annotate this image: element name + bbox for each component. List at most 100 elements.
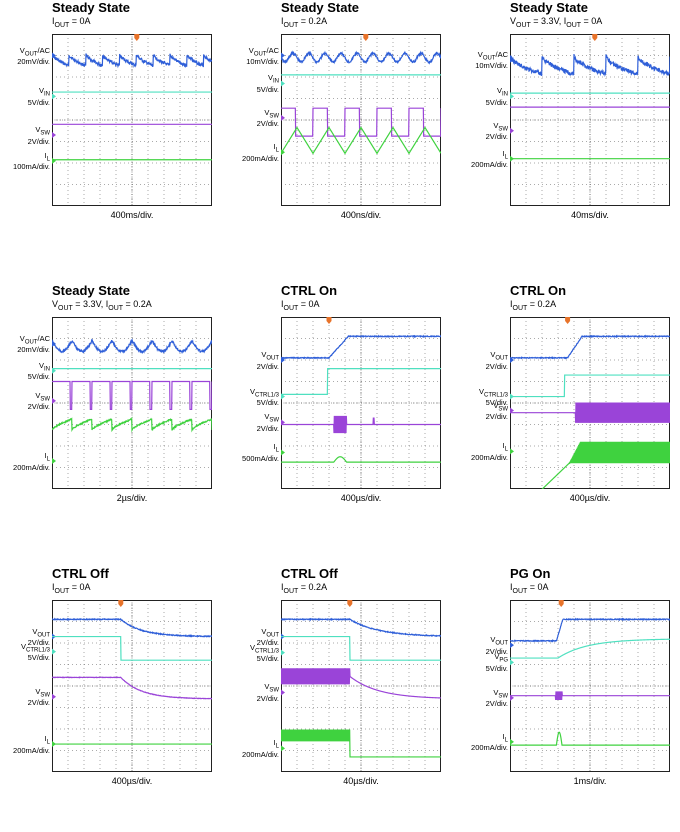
trace-vout (52, 53, 212, 69)
channel-marker (52, 340, 56, 347)
channel-marker (281, 745, 285, 752)
trigger-marker (134, 34, 140, 41)
grid (281, 317, 441, 489)
panel-title: CTRL On (510, 283, 567, 298)
scope-panel: Steady State VOUT = 3.3V, IOUT = 0A VOUT/A… (458, 0, 680, 266)
channel-name: VOUT/AC (477, 49, 508, 62)
channel-scale: 5V/div. (27, 372, 50, 382)
channel-name: VSW (35, 390, 50, 403)
channel-marker (52, 458, 56, 465)
panel-title: Steady State (52, 283, 131, 298)
panel-title: Steady State (52, 0, 131, 15)
channel-marker (52, 693, 56, 700)
scope-frame (281, 317, 441, 489)
channel-scale: 20mV/div. (17, 345, 50, 355)
channel-label: VSW 2V/div. (458, 401, 508, 422)
channel-scale: 5V/div. (27, 97, 50, 107)
trace-vsw (52, 676, 212, 700)
channel-marker (281, 357, 285, 363)
timebase-label: 400ms/div. (110, 210, 154, 220)
scope-frame (510, 34, 670, 206)
channel-scale: 2V/div. (485, 646, 508, 656)
channel-label: VOUT 2V/div. (0, 626, 50, 648)
channel-marker (510, 393, 514, 400)
channel-marker (52, 52, 56, 59)
channel-name: VSW (264, 107, 279, 120)
channel-name: VOUT (32, 626, 50, 639)
trace-vout (281, 50, 441, 65)
channel-scale: 200mA/div. (13, 462, 50, 472)
channel-name: VOUT (490, 635, 508, 647)
trace-il (541, 441, 670, 489)
trace-vout (510, 53, 670, 78)
channel-label: VCTRL1/3 5V/div. (0, 642, 50, 663)
channel-label: VIN 5V/div. (0, 361, 50, 382)
channel-label: VOUT/AC 10mV/div. (229, 45, 279, 67)
scope-plot (281, 34, 441, 206)
channel-name: IL (273, 442, 279, 454)
timebase-label: 400µs/div. (111, 776, 153, 786)
trace-vout (52, 338, 212, 355)
channel-scale: 10mV/div. (475, 61, 508, 71)
panel-subtitle: IOUT = 0A (52, 16, 91, 29)
channel-marker (281, 393, 285, 400)
channel-label: VSW 2V/div. (229, 683, 279, 703)
channel-marker (52, 157, 56, 164)
scope-panel: CTRL Off IOUT = 0A VOUT 2V/div. VCTRL1/3 5V/d… (0, 566, 226, 832)
trace-il (281, 126, 441, 155)
trace-il (510, 731, 670, 746)
channel-marker (510, 448, 514, 455)
channel-label: IL 200mA/div. (229, 143, 279, 163)
grid (510, 600, 670, 772)
channel-label: IL 200mA/div. (0, 452, 50, 472)
channel-label: VIN 5V/div. (0, 87, 50, 107)
trace-vsw (281, 668, 441, 699)
channel-marker (52, 741, 56, 748)
panel-subtitle: IOUT = 0A (281, 299, 320, 312)
channel-scale: 500mA/div. (242, 453, 279, 463)
trigger-marker (565, 317, 571, 324)
channel-name: IL (273, 738, 279, 750)
channel-scale: 2V/div. (27, 638, 50, 648)
channel-name: VSW (264, 412, 279, 424)
channel-marker (281, 80, 285, 87)
channel-scale: 2V/div. (485, 699, 508, 709)
channel-scale: 2V/div. (27, 136, 50, 146)
channel-marker (281, 419, 285, 426)
channel-name: IL (44, 150, 50, 163)
channel-name: VOUT/AC (248, 45, 279, 57)
scope-panel: CTRL On IOUT = 0.2A VOUT 2V/div. VCTRL1/3 5V/… (458, 283, 680, 549)
channel-name: VOUT (261, 350, 279, 362)
channel-marker (510, 56, 514, 63)
channel-marker (510, 357, 514, 363)
trigger-marker (326, 317, 332, 324)
channel-marker (510, 659, 514, 666)
channel-scale: 5V/div. (256, 654, 279, 664)
panel-subtitle: IOUT = 0A (510, 582, 549, 595)
timebase-label: 400µs/div. (569, 493, 611, 503)
channel-marker (52, 132, 56, 139)
channel-label: VSW 2V/div. (458, 121, 508, 142)
trace-vin (510, 638, 670, 659)
channel-name: VOUT/AC (19, 333, 50, 346)
panel-title: PG On (510, 566, 551, 581)
channel-label: VOUT 2V/div. (229, 627, 279, 648)
scope-plot (510, 600, 670, 772)
channel-name: VCTRL1/3 (249, 642, 279, 655)
channel-label: VCTRL1/3 5V/div. (229, 387, 279, 408)
scope-plot (281, 317, 441, 489)
channel-label: VOUT/AC 20mV/div. (0, 46, 50, 67)
channel-label: VCTRL1/3 5V/div. (458, 387, 508, 408)
panel-subtitle: IOUT = 0.2A (281, 582, 328, 595)
trace-vsw (281, 107, 441, 137)
panel-title: Steady State (510, 0, 589, 15)
scope-frame (510, 600, 670, 772)
trace-vsw (510, 402, 670, 423)
channel-label: IL 200mA/div. (458, 149, 508, 170)
channel-name: VSW (35, 686, 50, 699)
channel-scale: 200mA/div. (471, 160, 508, 170)
channel-scale: 5V/div. (485, 97, 508, 107)
trace-vout (510, 617, 670, 643)
channel-name: VIN (38, 86, 50, 98)
trace-il (281, 729, 441, 758)
